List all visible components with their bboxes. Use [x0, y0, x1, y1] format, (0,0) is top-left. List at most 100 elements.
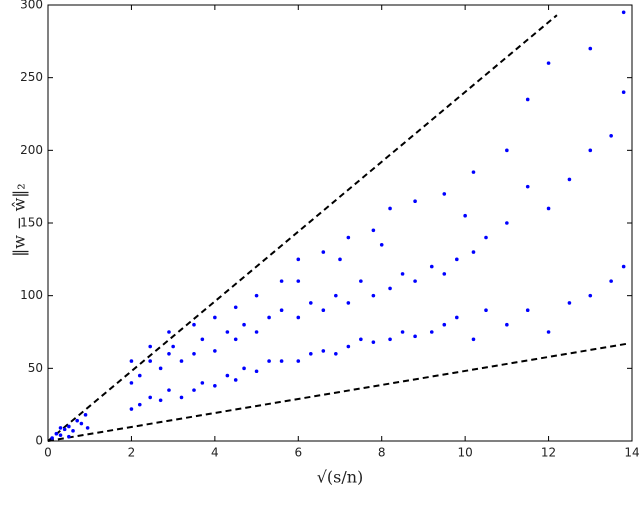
point	[346, 301, 351, 305]
point	[200, 381, 205, 385]
point	[83, 413, 88, 417]
x-tick-label: 10	[458, 446, 473, 460]
point	[484, 235, 488, 240]
point	[321, 250, 326, 254]
point	[388, 286, 392, 291]
point	[429, 330, 434, 334]
point	[254, 293, 259, 298]
point	[296, 279, 301, 283]
point	[148, 359, 152, 363]
point	[463, 213, 467, 218]
point	[58, 433, 63, 437]
point	[50, 436, 54, 440]
point	[167, 352, 171, 356]
x-tick-label: 0	[44, 446, 52, 460]
point	[179, 395, 184, 400]
point	[400, 272, 405, 276]
x-axis-label: √(s/n)	[317, 468, 364, 487]
point	[71, 429, 75, 433]
point	[267, 315, 271, 320]
y-tick-label: 300	[20, 0, 43, 12]
point	[129, 359, 134, 363]
point	[346, 235, 351, 240]
point	[609, 134, 613, 138]
point	[442, 322, 447, 327]
point	[346, 344, 351, 349]
point	[309, 301, 313, 305]
point	[85, 426, 90, 430]
point	[621, 90, 626, 94]
point	[129, 381, 134, 385]
point	[254, 369, 259, 374]
point	[546, 61, 551, 65]
point	[296, 359, 301, 363]
point	[400, 330, 405, 334]
point	[242, 366, 246, 371]
point	[567, 301, 572, 305]
point	[388, 337, 392, 342]
point	[148, 344, 152, 349]
bound-line	[47, 14, 558, 442]
point	[79, 421, 84, 426]
point	[75, 418, 79, 423]
point	[388, 206, 392, 211]
point	[213, 315, 217, 320]
point	[505, 322, 509, 327]
point	[588, 46, 593, 51]
point	[279, 308, 284, 313]
y-tick-label: 200	[20, 143, 43, 157]
point	[148, 395, 152, 400]
y-tick-label: 50	[28, 361, 43, 375]
point	[413, 279, 417, 283]
point	[525, 97, 530, 102]
point	[334, 352, 338, 356]
point	[179, 359, 184, 363]
point	[588, 148, 593, 153]
point	[471, 170, 476, 174]
point	[233, 305, 238, 310]
point	[167, 388, 171, 392]
plot-frame	[47, 4, 633, 442]
point	[225, 330, 230, 334]
y-tick-label: 150	[20, 216, 43, 230]
point	[588, 293, 593, 298]
point	[413, 334, 417, 339]
point	[442, 192, 447, 196]
x-tick-label: 12	[541, 446, 556, 460]
point	[242, 322, 246, 327]
point	[267, 359, 271, 363]
point	[442, 272, 447, 276]
point	[359, 337, 363, 342]
point	[359, 279, 363, 283]
point	[621, 10, 626, 15]
x-tick-label: 14	[624, 446, 639, 460]
point	[546, 330, 551, 334]
point	[321, 349, 326, 353]
point	[371, 293, 376, 298]
point	[67, 424, 71, 429]
point	[621, 264, 626, 269]
point	[471, 250, 476, 254]
point	[279, 359, 284, 363]
point	[334, 293, 338, 298]
point	[137, 373, 142, 378]
point	[296, 257, 301, 262]
y-tick-label: 250	[20, 70, 43, 84]
point	[213, 349, 217, 353]
point	[192, 352, 196, 356]
x-tick-label: 8	[378, 446, 386, 460]
point	[546, 206, 551, 211]
x-tick-label: 4	[211, 446, 219, 460]
point	[296, 315, 301, 320]
point	[455, 315, 459, 320]
point	[455, 257, 459, 262]
point	[58, 426, 63, 430]
point	[379, 243, 384, 247]
point	[309, 352, 313, 356]
point	[609, 279, 613, 283]
point	[158, 366, 163, 371]
y-tick-label: 100	[20, 288, 43, 302]
point	[62, 427, 67, 432]
point	[167, 330, 171, 334]
point	[338, 257, 342, 262]
